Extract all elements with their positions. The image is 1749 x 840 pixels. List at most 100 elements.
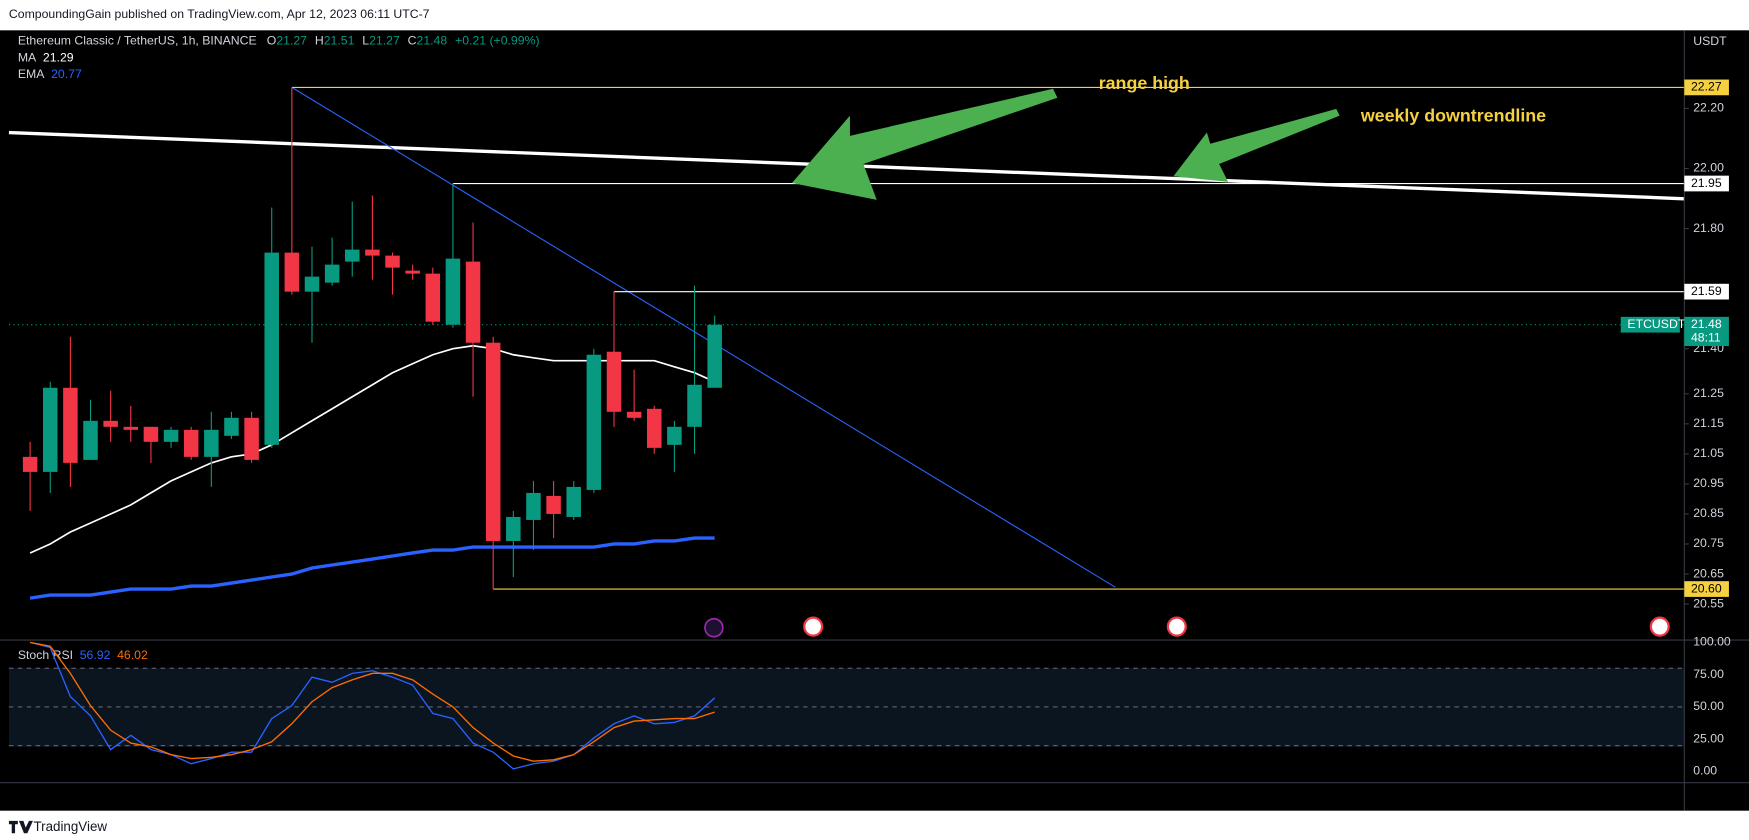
candle-body	[183, 429, 199, 457]
ohlc-value: 21.27	[276, 34, 307, 48]
level-tag	[1684, 581, 1729, 597]
arrow	[791, 88, 1058, 200]
candle-body	[103, 420, 118, 427]
legend-name: MA	[18, 51, 37, 65]
candle-body	[566, 486, 581, 517]
y-tick-label: 21.25	[1693, 386, 1724, 400]
candle-body	[546, 495, 561, 514]
price-pane	[8, 86, 1685, 600]
stoch-line	[29, 641, 716, 770]
candle-body	[345, 249, 360, 262]
ohlc-value: 21.48	[417, 34, 448, 48]
stoch-legend: Stoch RSI 56.92 46.02	[18, 648, 148, 662]
candle-body	[264, 252, 279, 445]
candle-body	[647, 408, 662, 448]
candle-body	[324, 264, 340, 283]
y-tick-label: 50.00	[1693, 699, 1724, 713]
ohlc-letter: O	[267, 34, 277, 48]
candle-body	[143, 426, 159, 442]
price-tag	[1684, 316, 1729, 347]
level-tag-label: 22.27	[1691, 80, 1722, 94]
ohlc-value: 21.27	[369, 34, 400, 48]
level-tag	[1684, 283, 1729, 300]
candle-body	[304, 276, 320, 292]
downtrend-line	[291, 86, 1116, 588]
ohlc-letter: H	[315, 34, 324, 48]
y-tick-label: 21.15	[1693, 416, 1724, 430]
candle-body	[405, 270, 420, 274]
candle-body	[445, 258, 461, 325]
candle-body	[284, 252, 300, 292]
legend-ma: MA 21.29	[18, 51, 74, 65]
y-tick-label: 21.80	[1693, 221, 1724, 235]
candle-body	[83, 420, 98, 460]
event-icon[interactable]	[803, 616, 824, 637]
legend-value: 56.92	[80, 648, 111, 662]
legend-name: EMA	[18, 67, 45, 81]
price-tag-label: 21.48	[1691, 317, 1722, 331]
publisher: CompoundingGain published on TradingView…	[9, 7, 430, 21]
candle-body	[42, 387, 58, 472]
level-tag	[1684, 175, 1729, 192]
candle-body	[687, 384, 702, 427]
symbol-tag	[1620, 316, 1680, 333]
y-tick-label: 22.00	[1693, 161, 1724, 175]
countdown: 48:11	[1691, 330, 1721, 344]
candle-body	[204, 429, 219, 457]
candle-body	[485, 342, 501, 541]
candle-body	[606, 351, 622, 412]
change: +0.21 (+0.99%)	[455, 34, 539, 48]
event-icon[interactable]	[1649, 616, 1670, 637]
candle-body	[506, 516, 521, 541]
header-bar	[0, 0, 1749, 31]
candle-body	[163, 429, 179, 442]
indicator-name: Stoch RSI	[18, 648, 73, 662]
level-tag-label: 21.95	[1691, 176, 1722, 190]
candle-body	[526, 492, 541, 520]
candle-body	[63, 387, 78, 463]
y-tick-label: 0.00	[1693, 764, 1717, 778]
candle-body	[626, 411, 642, 418]
annotation: weekly downtrendline	[1360, 105, 1546, 125]
legend-title: Ethereum Classic / TetherUS, 1h, BINANCE…	[18, 34, 540, 48]
candle-body	[22, 456, 38, 472]
candle-body	[465, 261, 481, 343]
legend-value: 46.02	[117, 648, 148, 662]
legend-value: 21.29	[43, 51, 74, 65]
legend-value: 20.77	[51, 67, 82, 81]
ohlc-value: 21.51	[324, 34, 355, 48]
candle-body	[385, 255, 400, 268]
currency: USDT	[1693, 34, 1727, 48]
candle-body	[667, 426, 682, 445]
y-tick-label: 20.95	[1693, 476, 1724, 490]
indicator-line	[29, 536, 715, 600]
candle-body	[224, 417, 239, 436]
stoch-lines	[29, 641, 716, 770]
ohlc-letter: C	[408, 34, 417, 48]
candle-body	[365, 249, 380, 256]
candle-body	[586, 354, 602, 490]
candle-body	[244, 417, 259, 460]
legend-ema: EMA 20.77	[18, 67, 82, 81]
arrow	[1173, 108, 1340, 182]
brand-logo	[8, 820, 33, 834]
symbol-tag-label: ETCUSDT	[1627, 317, 1685, 331]
footer-bar	[0, 810, 1749, 840]
candle-body	[425, 273, 441, 322]
annotation: range high	[1099, 73, 1190, 93]
event-icon[interactable]	[1166, 616, 1187, 637]
level-tag-label: 21.59	[1691, 284, 1722, 298]
y-tick-label: 22.20	[1693, 101, 1724, 115]
y-tick-label: 21.05	[1693, 446, 1724, 460]
y-tick-label: 100.00	[1693, 635, 1731, 649]
y-tick-label: 20.65	[1693, 566, 1724, 580]
stoch-band	[8, 668, 1685, 747]
level-tag	[1684, 79, 1729, 96]
y-tick-label: 20.85	[1693, 506, 1724, 520]
event-icon[interactable]	[704, 617, 724, 638]
y-tick-label: 20.75	[1693, 536, 1724, 550]
candle-body	[707, 324, 722, 388]
candle-body	[123, 426, 139, 430]
stoch-line	[29, 641, 715, 762]
